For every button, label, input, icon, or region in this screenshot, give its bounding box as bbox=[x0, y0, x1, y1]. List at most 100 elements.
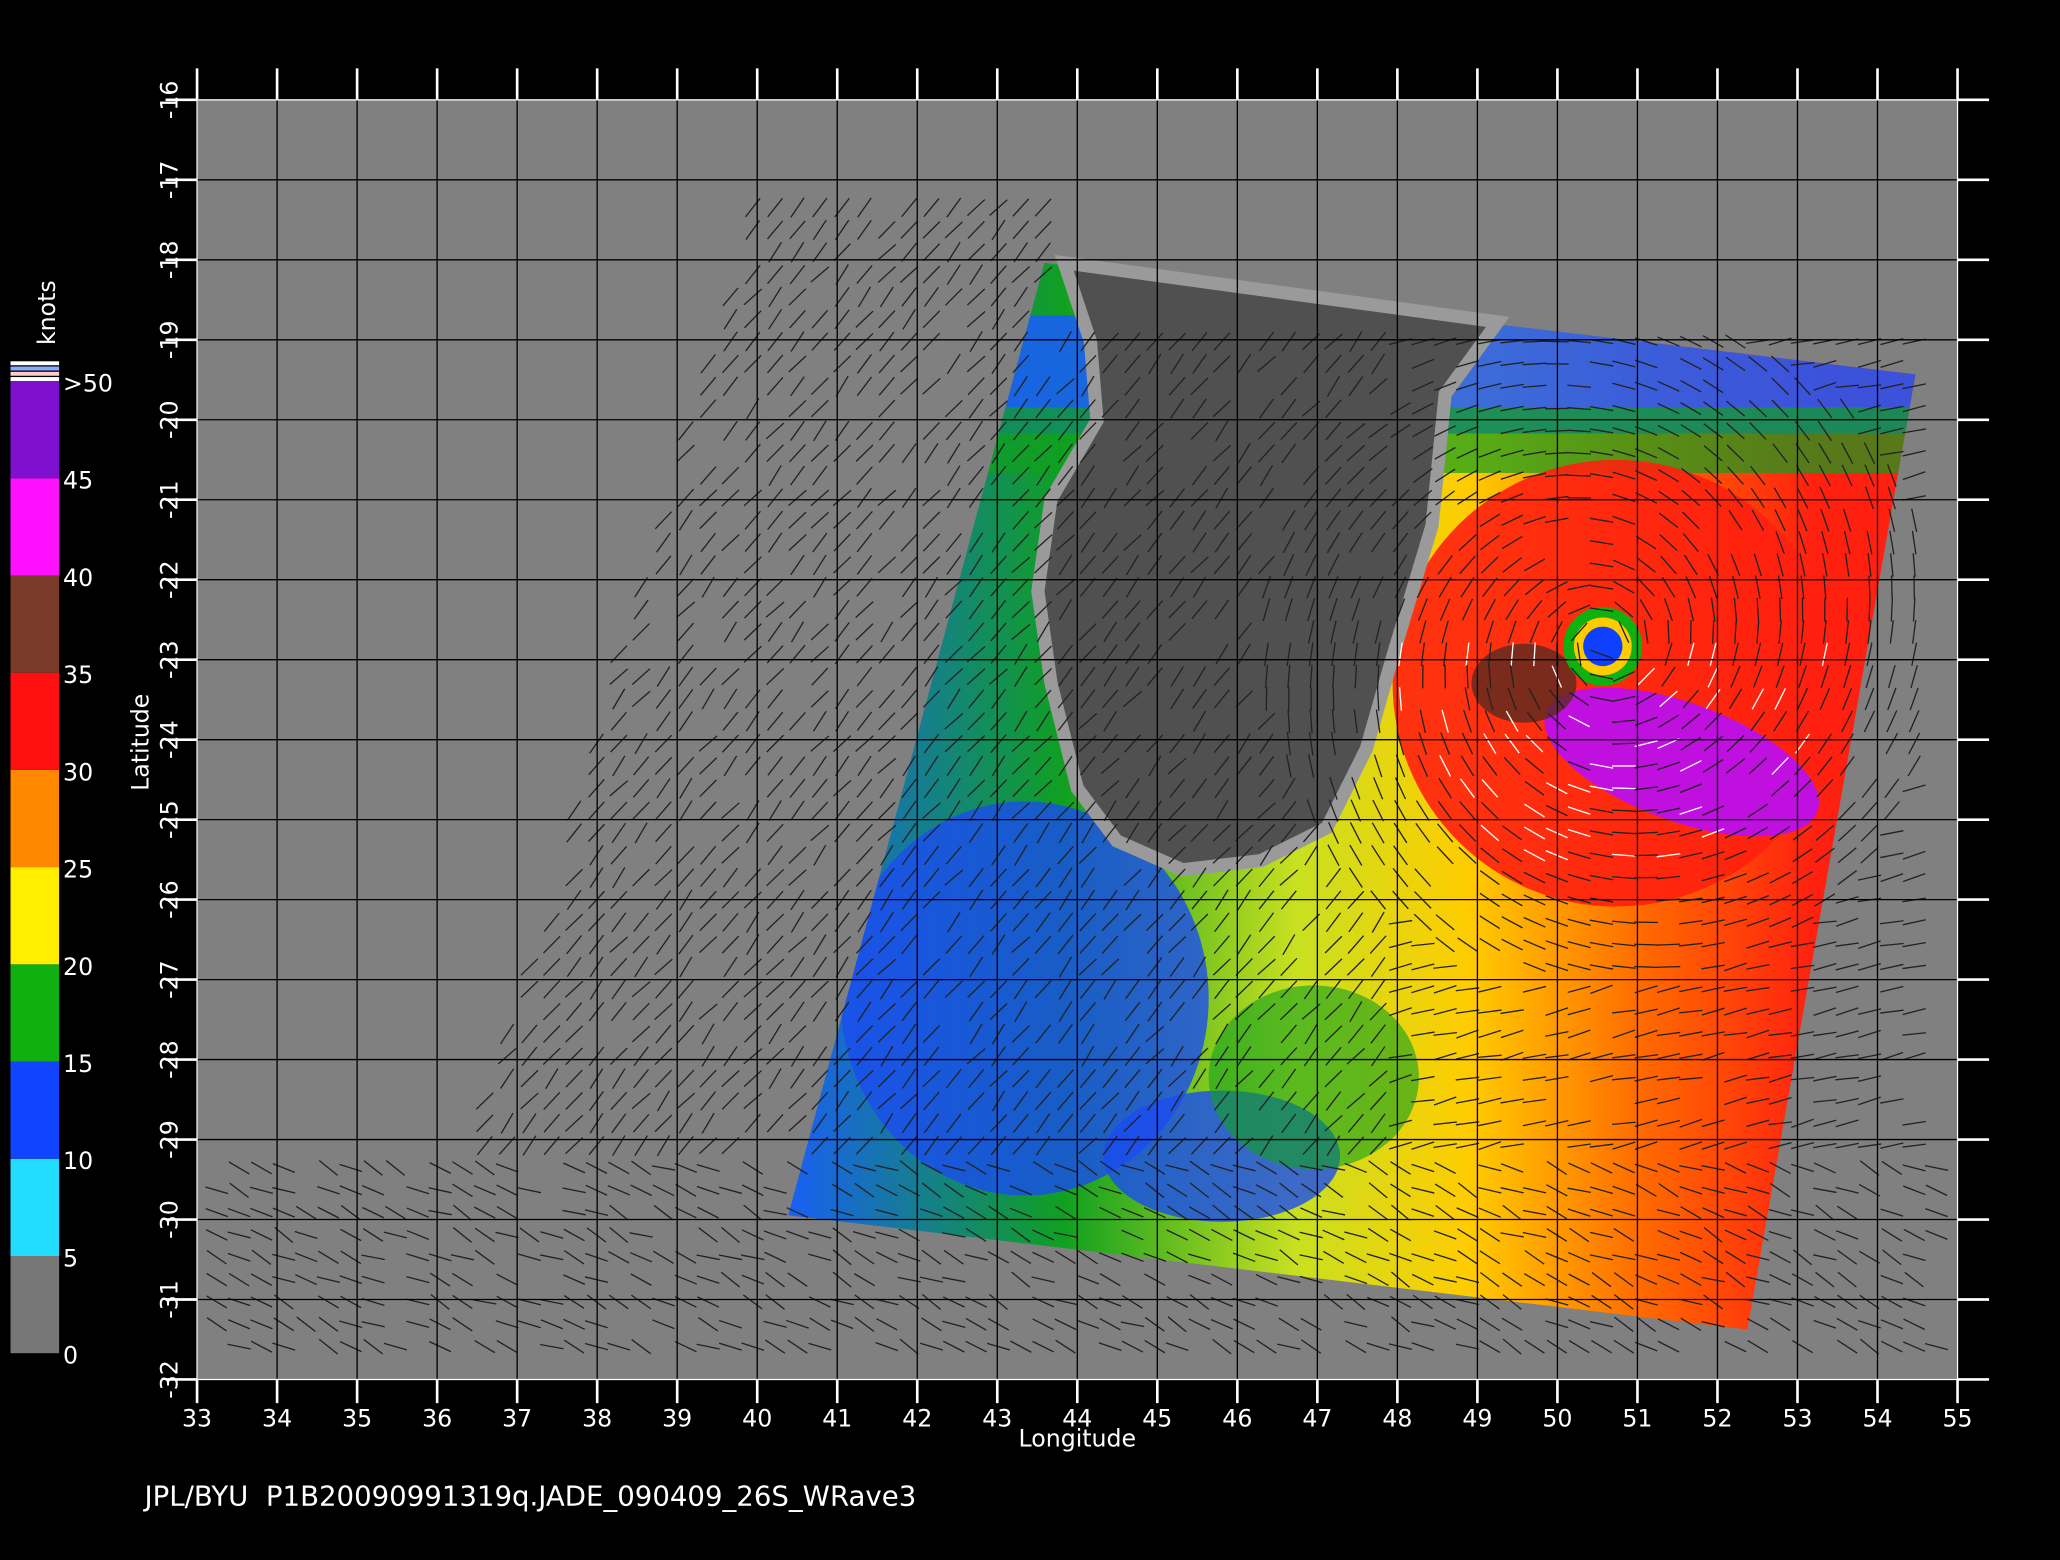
wind-vector bbox=[1393, 845, 1408, 866]
wind-vector bbox=[565, 1069, 583, 1088]
wind-vector bbox=[764, 1251, 787, 1263]
wind-vector bbox=[385, 1160, 406, 1176]
wind-vector bbox=[630, 1273, 652, 1286]
wind-vector bbox=[1790, 1209, 1815, 1216]
wind-vector bbox=[652, 1250, 674, 1264]
wind-vector bbox=[1257, 824, 1276, 842]
wind-vector bbox=[632, 868, 650, 887]
wind-vector bbox=[1371, 844, 1386, 866]
wind-vector bbox=[944, 668, 963, 686]
wind-vector bbox=[1057, 511, 1074, 530]
wind-vector bbox=[923, 845, 940, 866]
wind-vector bbox=[1125, 1090, 1140, 1112]
wind-vector bbox=[1012, 1047, 1030, 1066]
wind-vector bbox=[1455, 1343, 1480, 1350]
wind-vector bbox=[1011, 757, 1030, 775]
wind-vector bbox=[633, 912, 649, 932]
wind-vector bbox=[744, 510, 761, 530]
wind-vector bbox=[947, 800, 961, 822]
wind-vector bbox=[1390, 1161, 1411, 1175]
wind-vector bbox=[1611, 787, 1636, 790]
wind-vector bbox=[1746, 1253, 1770, 1261]
wind-vector bbox=[1724, 1162, 1747, 1174]
wind-vector bbox=[879, 911, 894, 933]
wind-vector bbox=[1790, 362, 1815, 366]
wind-vector bbox=[1704, 712, 1722, 731]
wind-vector bbox=[1324, 958, 1343, 976]
wind-vector bbox=[1353, 709, 1358, 734]
wind-vector bbox=[1790, 1053, 1815, 1059]
wind-vector bbox=[1612, 1185, 1636, 1195]
wind-vector bbox=[901, 287, 917, 307]
wind-vector bbox=[655, 845, 672, 865]
wind-vector bbox=[1434, 1295, 1456, 1309]
wind-vector bbox=[608, 1161, 630, 1175]
wind-vector bbox=[1326, 375, 1341, 397]
wind-vector bbox=[1524, 757, 1545, 775]
wind-vector bbox=[656, 934, 671, 955]
wind-vector bbox=[942, 1276, 966, 1283]
wind-vector bbox=[1056, 801, 1075, 820]
wind-vector bbox=[1324, 1025, 1343, 1043]
wind-vector bbox=[1482, 577, 1498, 598]
wind-vector bbox=[1212, 958, 1231, 976]
wind-vector bbox=[1701, 964, 1725, 970]
wind-vector bbox=[1034, 980, 1052, 999]
wind-vector bbox=[1211, 1273, 1233, 1286]
wind-vector bbox=[968, 689, 985, 709]
wind-vector bbox=[1011, 868, 1030, 887]
wind-vector bbox=[744, 600, 762, 619]
wind-vector bbox=[1480, 824, 1500, 842]
wind-vector bbox=[1368, 1182, 1388, 1199]
wind-vector bbox=[1813, 1162, 1836, 1174]
wind-vector bbox=[1214, 532, 1230, 553]
wind-vector bbox=[1145, 913, 1164, 932]
wind-vector bbox=[631, 1092, 651, 1110]
wind-vector bbox=[1500, 383, 1524, 389]
wind-vector bbox=[856, 1046, 873, 1066]
wind-vector bbox=[1635, 492, 1658, 504]
wind-vector bbox=[1078, 1160, 1098, 1176]
wind-vector bbox=[1775, 665, 1785, 688]
wind-vector bbox=[588, 1001, 605, 1022]
wind-vector bbox=[990, 644, 1007, 664]
wind-vector bbox=[1611, 853, 1636, 857]
wind-vector bbox=[1591, 1339, 1612, 1354]
wind-vector bbox=[1287, 709, 1291, 734]
wind-vector bbox=[1147, 867, 1162, 888]
wind-vector bbox=[1657, 336, 1680, 347]
wind-vector bbox=[854, 1250, 875, 1265]
wind-vector bbox=[942, 1296, 965, 1308]
wind-vector bbox=[1707, 665, 1719, 688]
wind-vector bbox=[990, 734, 1007, 754]
wind-vector bbox=[631, 981, 651, 998]
wind-vector bbox=[922, 221, 941, 239]
wind-vector bbox=[1392, 532, 1409, 553]
wind-vector bbox=[1886, 710, 1898, 733]
wind-vector bbox=[1635, 692, 1657, 706]
wind-vector bbox=[1813, 381, 1837, 391]
wind-vector bbox=[406, 1186, 430, 1195]
colorbar-tick-label: 10 bbox=[63, 1147, 93, 1175]
wind-vector bbox=[1214, 778, 1230, 799]
wind-vector bbox=[1213, 868, 1231, 887]
wind-vector bbox=[656, 778, 671, 799]
wind-vector bbox=[1080, 331, 1096, 352]
wind-vector bbox=[942, 1164, 966, 1172]
wind-vector bbox=[1817, 420, 1833, 442]
wind-vector bbox=[1284, 598, 1293, 622]
wind-vector bbox=[1796, 487, 1809, 509]
x-tick-label: 36 bbox=[422, 1405, 452, 1433]
wind-vector bbox=[1169, 1001, 1185, 1022]
wind-vector bbox=[318, 1159, 339, 1176]
wind-vector bbox=[563, 1339, 585, 1354]
wind-vector bbox=[1057, 689, 1074, 709]
wind-vector bbox=[947, 688, 961, 710]
wind-vector bbox=[1346, 1092, 1366, 1110]
wind-vector bbox=[744, 355, 762, 373]
wind-vector bbox=[835, 264, 849, 286]
wind-vector bbox=[1612, 1162, 1635, 1174]
wind-vector bbox=[1170, 688, 1185, 710]
wind-vector bbox=[1835, 384, 1860, 389]
wind-vector bbox=[1813, 986, 1837, 993]
